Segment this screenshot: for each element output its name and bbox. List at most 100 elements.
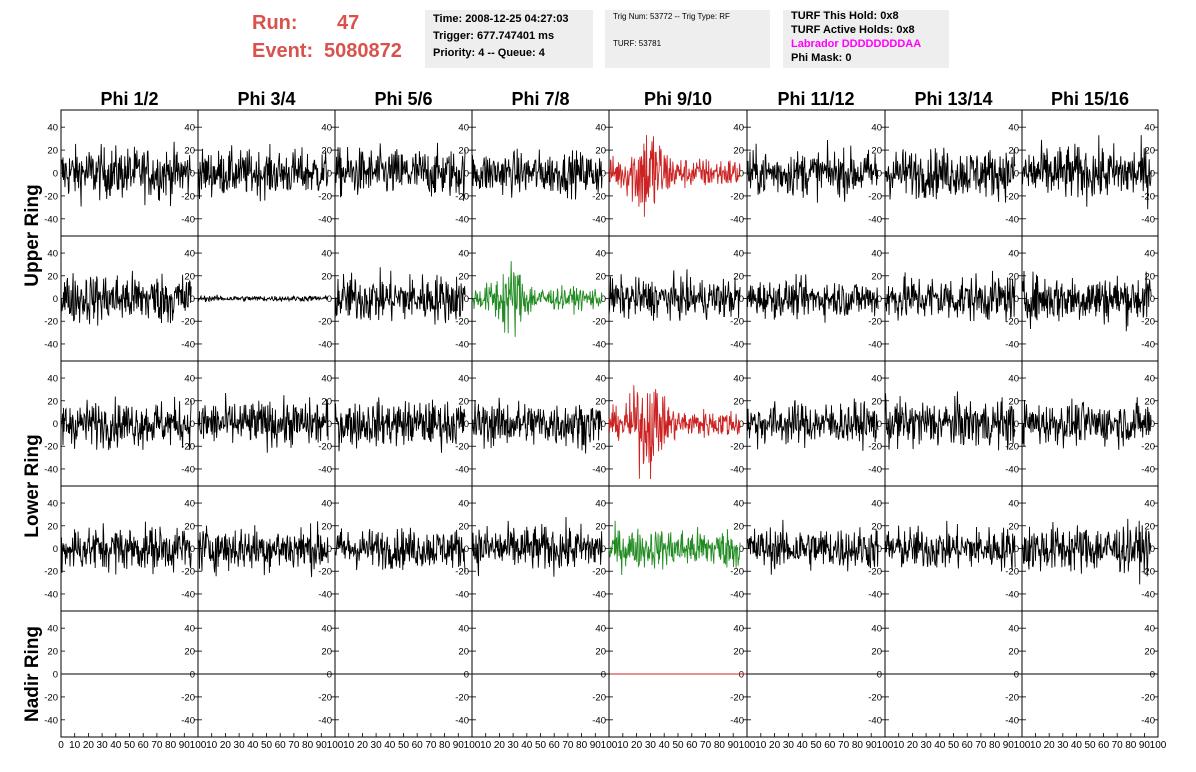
waveform-line [60, 270, 192, 326]
y-tick-label: -20 [455, 191, 469, 202]
y-tick-label: -20 [455, 442, 469, 453]
y-tick-label: 0 [601, 670, 606, 681]
x-tick-label: 30 [921, 740, 933, 751]
y-tick-label: 0 [464, 670, 469, 681]
y-tick-label: -40 [455, 339, 469, 350]
x-tick-label: 80 [714, 740, 726, 751]
y-tick-label: 40 [321, 123, 332, 134]
waveform-line [471, 397, 603, 454]
y-tick-label: 40 [1144, 249, 1155, 260]
column-title: Phi 9/10 [644, 89, 712, 109]
y-tick-label: 20 [733, 396, 744, 407]
waveform-line [1021, 270, 1152, 332]
y-tick-label: 20 [871, 396, 882, 407]
x-tick-label: 50 [398, 740, 410, 751]
y-tick-label: 20 [184, 271, 195, 282]
run-event-box: Run: 47 Event: 5080872 [252, 10, 422, 66]
waveform-line [60, 521, 192, 575]
y-tick-label: -20 [44, 692, 58, 703]
x-tick-label: 70 [838, 740, 850, 751]
y-tick-label: 20 [1144, 271, 1155, 282]
y-tick-label: 40 [47, 374, 58, 385]
y-tick-label: 20 [184, 396, 195, 407]
x-tick-label: 100 [464, 740, 481, 751]
y-tick-label: 40 [1144, 123, 1155, 134]
y-tick-label: 0 [1150, 670, 1155, 681]
y-tick-label: 40 [595, 499, 606, 510]
y-tick-label: 40 [871, 374, 882, 385]
y-tick-label: -20 [730, 191, 744, 202]
y-tick-label: -40 [455, 589, 469, 600]
y-tick-label: -40 [592, 464, 606, 475]
waveform-line [197, 143, 329, 202]
x-tick-label: 50 [810, 740, 822, 751]
trigger-info-box: Trig Num: 53772 -- Trig Type: RF TURF: 5… [605, 10, 770, 68]
x-tick-label: 0 [58, 740, 64, 751]
y-tick-label: 0 [190, 169, 195, 180]
x-tick-label: 30 [371, 740, 383, 751]
x-tick-label: 80 [576, 740, 588, 751]
y-tick-label: 20 [1008, 521, 1019, 532]
y-tick-label: -20 [1005, 191, 1019, 202]
y-tick-label: -20 [44, 567, 58, 578]
y-tick-label: 40 [47, 123, 58, 134]
y-tick-label: -40 [1005, 589, 1019, 600]
x-tick-label: 70 [700, 740, 712, 751]
y-tick-label: 0 [1014, 544, 1019, 555]
x-tick-label: 20 [494, 740, 506, 751]
y-tick-label: -20 [318, 692, 332, 703]
y-tick-label: -20 [181, 191, 195, 202]
y-tick-label: -40 [318, 339, 332, 350]
x-tick-label: 90 [1003, 740, 1015, 751]
event-value: 5080872 [324, 40, 402, 62]
x-tick-label: 80 [302, 740, 314, 751]
x-tick-label: 60 [138, 740, 150, 751]
y-tick-label: 20 [47, 521, 58, 532]
x-tick-label: 80 [165, 740, 177, 751]
x-tick-label: 80 [852, 740, 864, 751]
y-tick-label: 40 [733, 624, 744, 635]
x-tick-label: 100 [327, 740, 344, 751]
x-tick-label: 30 [508, 740, 520, 751]
y-tick-label: 40 [1008, 249, 1019, 260]
y-tick-label: 0 [739, 544, 744, 555]
x-tick-label: 90 [453, 740, 465, 751]
y-tick-label: -20 [1005, 692, 1019, 703]
y-tick-label: 40 [1144, 499, 1155, 510]
turf-info-box: TURF This Hold: 0x8 TURF Active Holds: 0… [783, 10, 949, 68]
x-tick-label: 30 [783, 740, 795, 751]
y-tick-label: 20 [321, 521, 332, 532]
y-tick-label: 40 [321, 374, 332, 385]
y-tick-label: 20 [595, 396, 606, 407]
y-tick-label: 20 [321, 271, 332, 282]
y-tick-label: 40 [871, 499, 882, 510]
ring-label: Nadir Ring [22, 626, 43, 722]
y-tick-label: -20 [592, 692, 606, 703]
x-tick-label: 60 [412, 740, 424, 751]
x-tick-label: 50 [261, 740, 273, 751]
column-title: Phi 1/2 [100, 89, 158, 109]
waveform-line [60, 141, 192, 207]
y-tick-label: -20 [181, 442, 195, 453]
trigger-text: Trigger: 677.747401 ms [433, 30, 555, 42]
y-tick-label: 0 [327, 419, 332, 430]
y-tick-label: 20 [595, 146, 606, 157]
y-tick-label: -40 [592, 589, 606, 600]
y-tick-label: -40 [181, 589, 195, 600]
x-tick-label: 60 [686, 740, 698, 751]
y-tick-label: 20 [871, 146, 882, 157]
phi-mask-text: Phi Mask: 0 [791, 52, 852, 64]
turf-active-holds-text: TURF Active Holds: 0x8 [791, 24, 915, 36]
y-tick-label: 0 [1150, 419, 1155, 430]
y-tick-label: -40 [455, 715, 469, 726]
x-tick-label: 90 [316, 740, 328, 751]
waveform-line [334, 397, 466, 453]
plot-frame [884, 360, 1023, 487]
column-title: Phi 7/8 [511, 89, 569, 109]
y-tick-label: -40 [592, 715, 606, 726]
y-tick-label: 40 [47, 499, 58, 510]
ring-label: Lower Ring [22, 434, 43, 537]
x-tick-label: 60 [549, 740, 561, 751]
y-tick-label: 40 [1144, 624, 1155, 635]
x-tick-label: 40 [934, 740, 946, 751]
